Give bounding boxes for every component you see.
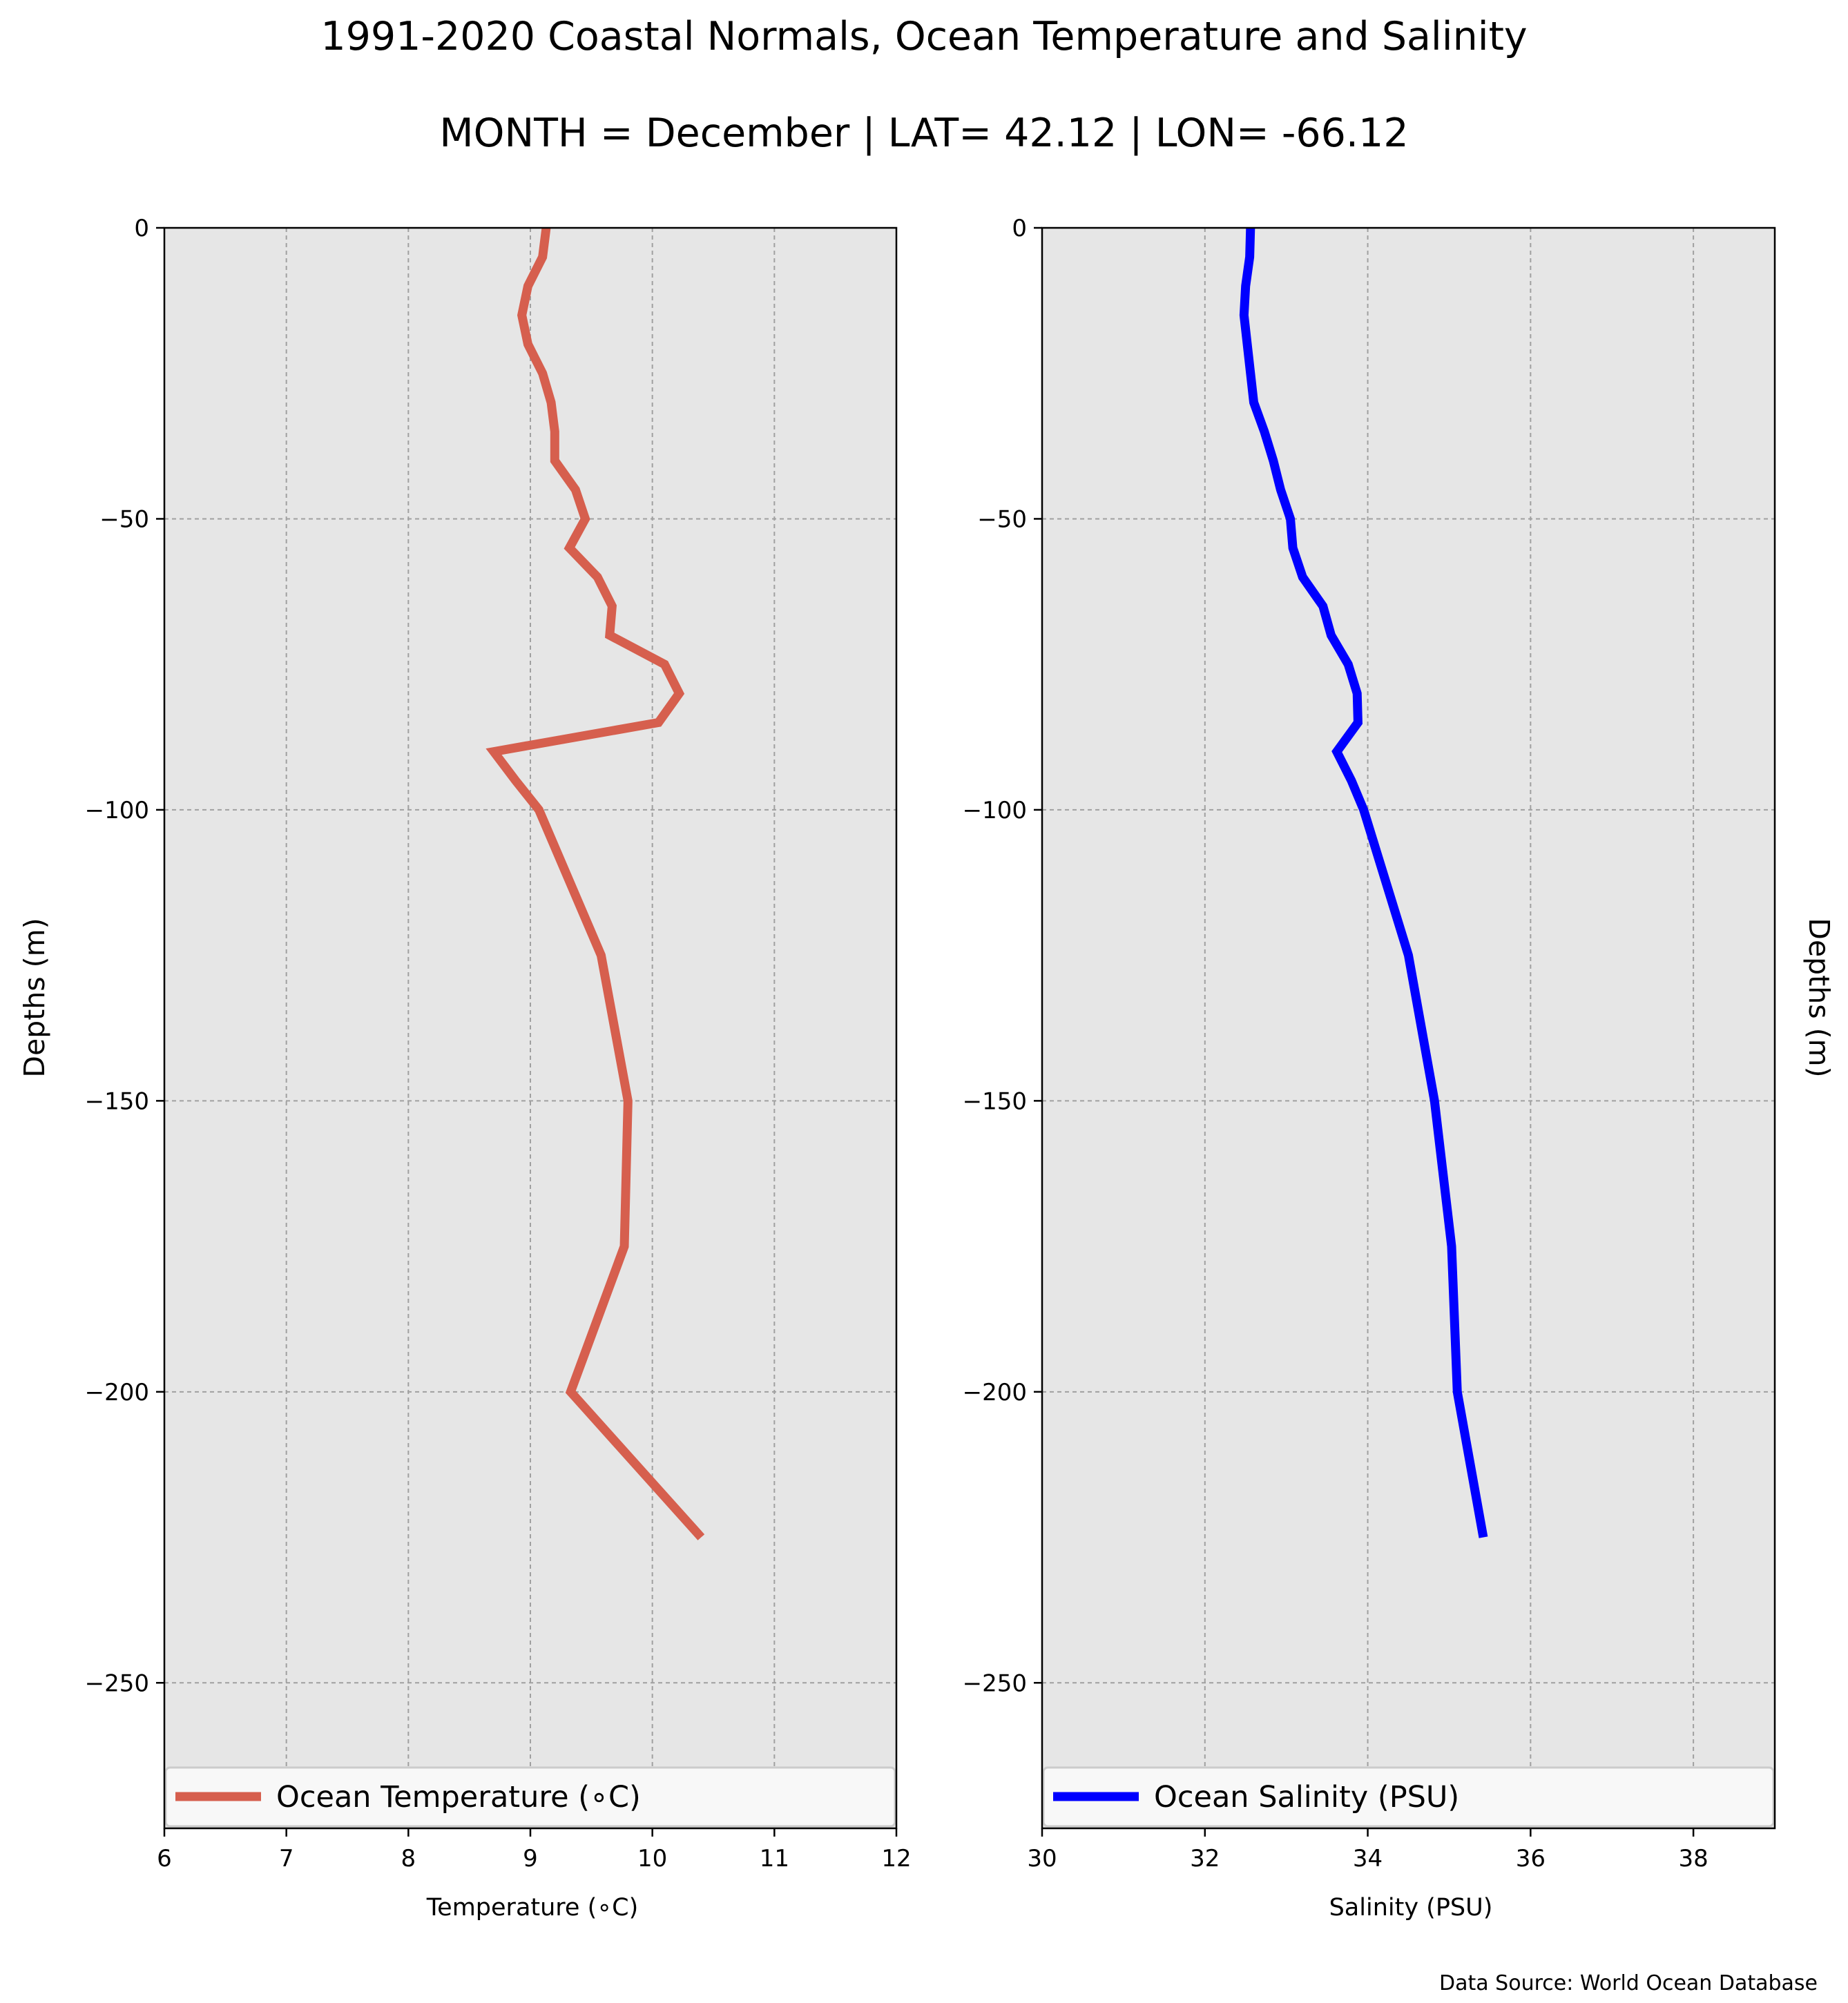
salinity-ytick-label: −100 xyxy=(963,797,1027,824)
salinity-ytick-label: −50 xyxy=(977,505,1027,533)
salinity-xtick-label: 32 xyxy=(1190,1845,1220,1873)
salinity-ytick-label: −150 xyxy=(963,1087,1027,1115)
temperature-legend-box xyxy=(164,1766,896,1828)
data-source-note: Data Source: World Ocean Database xyxy=(1439,1971,1818,1995)
salinity-xtick-label: 30 xyxy=(1027,1845,1057,1873)
temperature-legend-label: Ocean Temperature (∘C) xyxy=(276,1780,641,1815)
temperature-series-line xyxy=(485,227,705,1540)
right-ylabel: Depths (m) xyxy=(1802,918,1836,1077)
salinity-axes-frame xyxy=(1041,226,1776,1830)
salinity-xlabel: Salinity (PSU) xyxy=(1329,1894,1493,1922)
temperature-xtick-label: 11 xyxy=(760,1845,789,1873)
temperature-xtick-label: 12 xyxy=(881,1845,911,1873)
temperature-xtick-label: 7 xyxy=(279,1845,294,1873)
salinity-ytick-label: 0 xyxy=(1012,215,1027,242)
temperature-ytick-label: −250 xyxy=(85,1670,149,1697)
temperature-xtick-label: 10 xyxy=(637,1845,667,1873)
temperature-xtick-label: 9 xyxy=(523,1845,538,1873)
chart-title: 1991-2020 Coastal Normals, Ocean Tempera… xyxy=(320,14,1527,59)
salinity-panel: Ocean Salinity (PSU) 30 32 34 36 38 0 −50 −100 −1… xyxy=(963,215,1776,1873)
temperature-xlabel: Temperature (∘C) xyxy=(426,1894,639,1922)
salinity-legend-label: Ocean Salinity (PSU) xyxy=(1154,1780,1459,1815)
salinity-legend-box xyxy=(1042,1766,1775,1828)
temperature-ytick-label: −200 xyxy=(85,1379,149,1406)
temperature-xtick-label: 6 xyxy=(157,1845,172,1873)
temperature-ytick-label: −50 xyxy=(99,505,149,533)
temperature-panel: Ocean Temperature (∘C) 6 7 8 9 10 11 12 0 −50 −100… xyxy=(85,215,912,1873)
temperature-xtick-label: 8 xyxy=(401,1845,416,1873)
salinity-xtick-label: 36 xyxy=(1516,1845,1546,1873)
temperature-ytick-label: −150 xyxy=(85,1087,149,1115)
salinity-xtick-label: 38 xyxy=(1678,1845,1708,1873)
salinity-series-line xyxy=(1239,227,1488,1538)
salinity-plot-area xyxy=(1042,228,1775,1828)
temperature-ytick-label: −100 xyxy=(85,797,149,824)
left-ylabel: Depths (m) xyxy=(18,918,51,1077)
salinity-xtick-label: 34 xyxy=(1353,1845,1383,1873)
temperature-ytick-label: 0 xyxy=(134,215,149,242)
salinity-ytick-label: −200 xyxy=(963,1379,1027,1406)
chart-subtitle: MONTH = December | LAT= 42.12 | LON= -66… xyxy=(439,110,1408,156)
salinity-ytick-label: −250 xyxy=(963,1670,1027,1697)
